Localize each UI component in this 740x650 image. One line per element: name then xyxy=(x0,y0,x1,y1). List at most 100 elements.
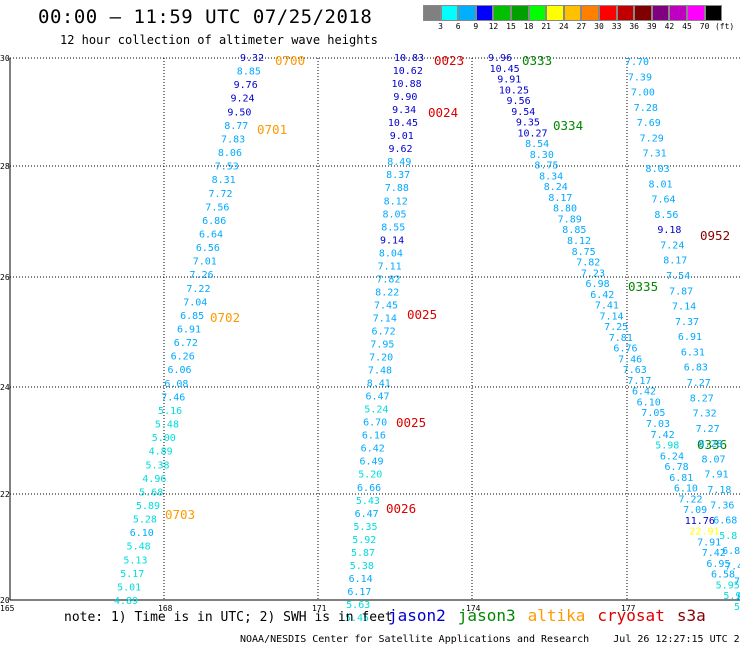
swh-value: 7.64 xyxy=(651,195,675,206)
swh-value: 7.22 xyxy=(678,494,702,505)
swh-value: 6.76 xyxy=(613,344,637,355)
swh-value: 6.66 xyxy=(357,483,381,494)
swh-value: 9.14 xyxy=(380,235,404,246)
swh-value: 9.01 xyxy=(390,131,414,142)
swh-value: 5.98 xyxy=(655,441,679,452)
chart-title: 00:00 – 11:59 UTC 07/25/2018 xyxy=(38,6,373,28)
time-label: 0703 xyxy=(165,507,195,522)
swh-value: 7.48 xyxy=(368,366,392,377)
swh-value: 9.18 xyxy=(657,225,681,236)
color-swatch xyxy=(458,5,476,21)
swh-value: 6.85 xyxy=(180,311,204,322)
swh-value: 8.27 xyxy=(690,393,714,404)
swh-value: 11.76 xyxy=(685,516,715,527)
swh-value: 7.69 xyxy=(637,118,661,129)
swh-value: 7.32 xyxy=(693,409,717,420)
satellite-legend: jason2 jason3 altika cryosat s3a xyxy=(388,606,718,625)
swh-value: 5.89 xyxy=(136,501,160,512)
latitude-tick-label: 22 xyxy=(0,490,10,499)
longitude-tick-label: 171 xyxy=(312,604,327,613)
color-scale-label: 3 xyxy=(438,22,444,31)
swh-value: 8.01 xyxy=(648,179,672,190)
swh-value: 8.37 xyxy=(386,170,410,181)
swh-value: 7.63 xyxy=(623,365,647,376)
swh-value: 8.77 xyxy=(224,121,248,132)
swh-value: 7.46 xyxy=(618,354,642,365)
longitude-tick-label: 168 xyxy=(158,604,173,613)
swh-value: 8.54 xyxy=(525,139,549,150)
swh-value: 8 xyxy=(737,592,740,603)
swh-value: 9.35 xyxy=(516,118,540,129)
swh-value: 8.31 xyxy=(212,175,236,186)
swh-value: 7.4 xyxy=(725,561,740,572)
swh-value: 6.91 xyxy=(177,325,201,336)
time-label: 0023 xyxy=(434,53,464,68)
color-scale-label: 15 xyxy=(506,22,516,31)
swh-value: 5.68 xyxy=(139,487,163,498)
swh-value: 7.72 xyxy=(208,189,232,200)
swh-value: 7.22 xyxy=(186,284,210,295)
color-scale-unit: (ft) xyxy=(714,22,735,31)
satellite-tracks: 9.32 8.85 9.76 9.24 9.50 8.77 7.83 8.06 7.53 8.31… xyxy=(114,53,740,624)
swh-value: 7.36 xyxy=(710,500,734,511)
swh-value: 6.58 xyxy=(711,570,735,581)
swh-value: 7.03 xyxy=(646,419,670,430)
time-label: 0024 xyxy=(428,105,458,120)
track-a: 9.32 8.85 9.76 9.24 9.50 8.77 7.83 8.06 7.53 8.31… xyxy=(114,53,305,607)
swh-value: 7.42 xyxy=(651,430,675,441)
swh-value: 7.27 xyxy=(696,424,720,435)
swh-value: 8.03 xyxy=(646,164,670,175)
swh-value: 6.72 xyxy=(372,326,396,337)
swh-value: 8.34 xyxy=(539,171,563,182)
latitude-tick-label: 28 xyxy=(0,162,10,171)
swh-value: 4.89 xyxy=(114,596,138,607)
swh-value: 7.28 xyxy=(634,103,658,114)
swh-value: 5.38 xyxy=(145,460,169,471)
color-scale-label: 18 xyxy=(523,22,534,31)
swh-value: 10.27 xyxy=(517,128,547,139)
swh-value: 9.56 xyxy=(507,96,531,107)
color-swatch xyxy=(669,5,687,21)
color-swatch xyxy=(563,5,582,21)
swh-value: 8.30 xyxy=(530,150,554,161)
swh-value: 6.31 xyxy=(681,347,705,358)
swh-value: 7.29 xyxy=(640,133,664,144)
swh-value: 10.25 xyxy=(499,85,529,96)
swh-value: 7.91 xyxy=(697,537,721,548)
swh-value: 9.96 xyxy=(488,53,512,64)
longitude-tick-label: 174 xyxy=(466,604,481,613)
swh-value: 6.70 xyxy=(363,418,387,429)
swh-value: 5.95 xyxy=(716,580,740,591)
swh-value: 8.49 xyxy=(387,157,411,168)
swh-value: 8.75 xyxy=(534,161,558,172)
swh-value: 5.01 xyxy=(117,582,141,593)
color-scale-label: 21 xyxy=(541,22,552,31)
swh-value: 5 xyxy=(734,602,740,613)
time-label: 0026 xyxy=(386,501,416,516)
swh-value: 5.00 xyxy=(152,433,176,444)
track-b: 10.83 10.62 10.88 9.90 9.34 10.45 9.01 9.62 8.49… xyxy=(345,53,464,624)
swh-value: 7.24 xyxy=(660,240,684,251)
color-scale-label: 6 xyxy=(455,22,461,31)
swh-value: 6.17 xyxy=(347,587,371,598)
swh-value: 6.10 xyxy=(130,528,154,539)
time-label: 0701 xyxy=(257,122,287,137)
color-swatch xyxy=(423,5,441,21)
color-scale-label: 27 xyxy=(576,22,587,31)
color-scale-label: 30 xyxy=(594,22,604,31)
swh-value: 7.37 xyxy=(675,317,699,328)
swh-value: 6.47 xyxy=(366,392,390,403)
swh-value: 6.08 xyxy=(164,379,188,390)
map-grid xyxy=(9,57,740,601)
swh-value: 10.45 xyxy=(388,118,418,129)
swh-value: 8.06 xyxy=(218,148,242,159)
swh-value: 7.31 xyxy=(643,149,667,160)
swh-value: 7.88 xyxy=(385,183,409,194)
color-swatch xyxy=(598,5,617,21)
time-label: 0025 xyxy=(396,415,426,430)
swh-value: 7.89 xyxy=(558,214,582,225)
color-swatch xyxy=(528,5,547,21)
longitude-tick-label: 177 xyxy=(621,604,636,613)
swh-value: 7.42 xyxy=(702,548,726,559)
